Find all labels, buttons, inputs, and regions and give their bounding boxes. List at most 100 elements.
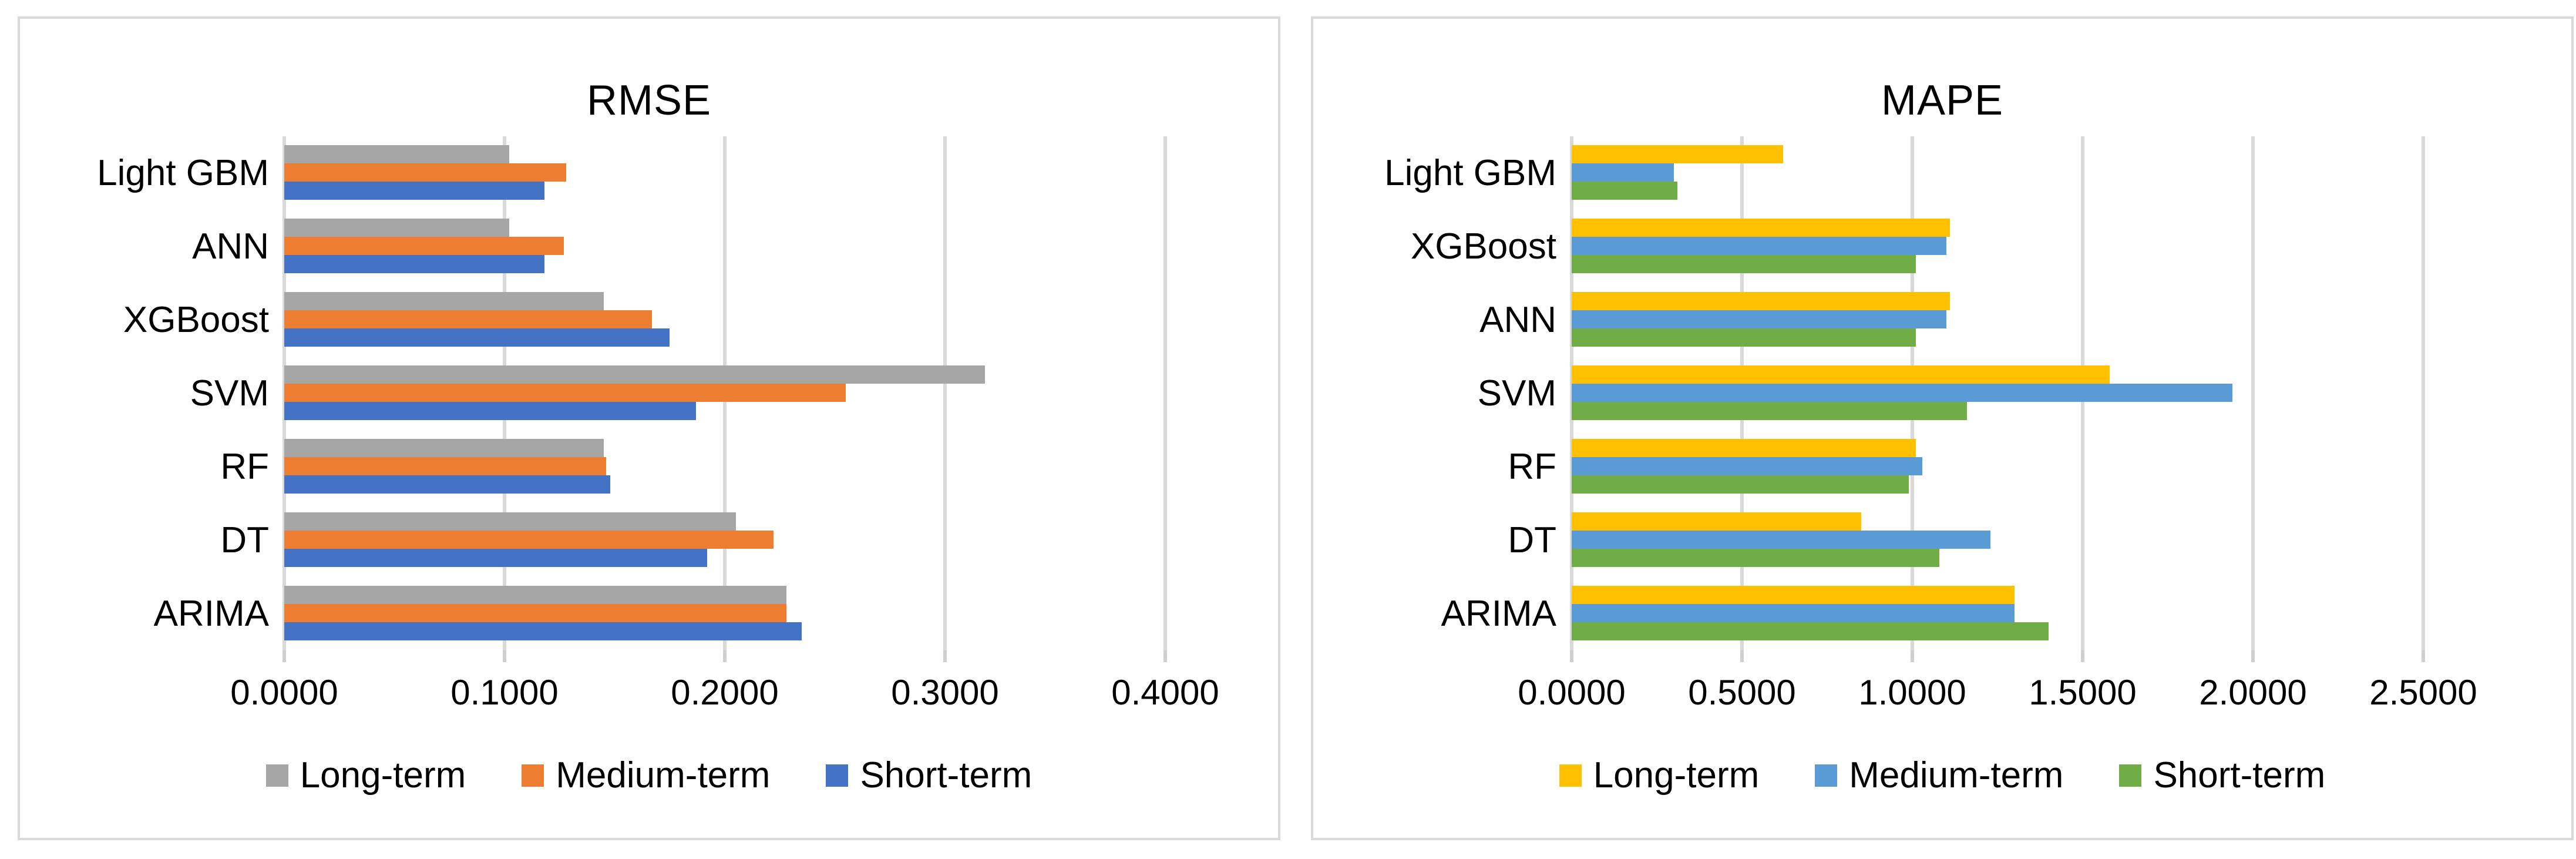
bar-medium-term-svm bbox=[284, 384, 846, 402]
x-axis-tick-label: 0.0000 bbox=[230, 673, 338, 712]
bar-long-term-dt bbox=[1572, 512, 1861, 531]
mape-chart-panel: MAPE Light GBM XGBoost ANN SVM RF DT ARIMA 0.0… bbox=[1311, 16, 2574, 840]
x-axis: 0.0000 0.1000 0.2000 0.3000 0.4000 bbox=[230, 672, 1219, 719]
bar-medium-term-xgboost bbox=[284, 310, 653, 328]
bar-medium-term-ann bbox=[284, 237, 564, 255]
bar-short-term-arima bbox=[284, 622, 802, 640]
legend-swatch bbox=[1815, 764, 1838, 787]
tick-mark bbox=[1163, 650, 1167, 662]
category-label: XGBoost bbox=[123, 300, 269, 340]
category-row-svm: SVM bbox=[190, 357, 1165, 430]
tick-mark bbox=[1570, 650, 1573, 662]
category-row-rf: RF bbox=[220, 430, 1165, 504]
x-axis-tick-label: 1.5000 bbox=[2029, 673, 2137, 712]
bar-short-term-svm bbox=[284, 402, 697, 420]
category-label: RF bbox=[220, 447, 269, 487]
tick-mark bbox=[2251, 650, 2255, 662]
legend-item-medium-term: Medium-term bbox=[522, 754, 770, 796]
bar-short-term-svm bbox=[1572, 402, 1967, 420]
bar-long-term-dt bbox=[284, 512, 736, 531]
bar-medium-term-rf bbox=[284, 457, 606, 475]
category-label: Light GBM bbox=[97, 153, 269, 193]
category-row-arima: ARIMA bbox=[154, 577, 1165, 650]
legend-label: Long-term bbox=[1593, 755, 1760, 796]
category-label: SVM bbox=[1477, 373, 1556, 414]
chart-title-mape: MAPE bbox=[1881, 77, 2004, 124]
legend-item-long-term: Long-term bbox=[265, 754, 466, 796]
bar-medium-term-xgboost bbox=[1572, 237, 1946, 255]
legend-label: Medium-term bbox=[1849, 755, 2064, 796]
bar-long-term-arima bbox=[284, 586, 786, 604]
plot-area: Light GBM XGBoost ANN SVM RF DT ARIMA bbox=[1384, 136, 2425, 662]
bar-long-term-svm bbox=[1572, 365, 2110, 384]
legend-label: Long-term bbox=[300, 755, 466, 796]
plot-area: Light GBM ANN XGBoost SVM RF DT ARIMA bbox=[97, 136, 1167, 662]
bar-long-term-ann bbox=[284, 219, 509, 237]
category-label: XGBoost bbox=[1410, 226, 1556, 267]
category-row-rf: RF bbox=[1508, 430, 2423, 504]
tick-mark bbox=[2422, 650, 2425, 662]
bar-medium-term-dt bbox=[284, 531, 774, 549]
bar-long-term-xgboost bbox=[284, 292, 604, 310]
legend: Long-term Medium-term Short-term bbox=[20, 754, 1278, 796]
category-row-xgboost: XGBoost bbox=[123, 283, 1165, 357]
tick-mark bbox=[503, 650, 506, 662]
x-axis-tick-label: 0.3000 bbox=[891, 673, 999, 712]
category-row-dt: DT bbox=[1508, 504, 2423, 577]
tick-mark bbox=[1740, 650, 1744, 662]
bar-long-term-xgboost bbox=[1572, 219, 1950, 237]
bar-short-term-dt bbox=[1572, 549, 1940, 567]
legend-swatch bbox=[265, 764, 288, 787]
bar-short-term-rf bbox=[284, 475, 610, 494]
bar-short-term-dt bbox=[284, 549, 707, 567]
bar-short-term-ann bbox=[1572, 328, 1916, 347]
x-axis-tick-label: 0.1000 bbox=[450, 673, 559, 712]
tick-mark bbox=[1911, 650, 1914, 662]
bar-medium-term-rf bbox=[1572, 457, 1923, 475]
bar-short-term-light-gbm bbox=[1572, 182, 1677, 200]
bar-medium-term-ann bbox=[1572, 310, 1946, 328]
legend-item-short-term: Short-term bbox=[826, 754, 1032, 796]
legend-label: Medium-term bbox=[556, 755, 771, 796]
legend-swatch bbox=[2119, 764, 2142, 787]
bar-long-term-rf bbox=[284, 439, 604, 457]
category-label: ANN bbox=[1479, 300, 1556, 340]
legend-swatch bbox=[1559, 764, 1582, 787]
category-row-xgboost: XGBoost bbox=[1411, 210, 2423, 283]
category-row-light-gbm: Light GBM bbox=[1384, 136, 2423, 210]
category-row-svm: SVM bbox=[1478, 357, 2423, 430]
category-row-arima: ARIMA bbox=[1441, 577, 2423, 650]
x-axis-tick-label: 0.2000 bbox=[671, 673, 779, 712]
category-row-ann: ANN bbox=[1479, 283, 2423, 357]
x-axis-tick-label: 1.0000 bbox=[1858, 673, 1966, 712]
bar-long-term-ann bbox=[1572, 292, 1950, 310]
bar-medium-term-arima bbox=[1572, 604, 2015, 622]
gridline bbox=[943, 136, 947, 650]
category-row-light-gbm: Light GBM bbox=[97, 136, 1165, 210]
tick-mark bbox=[723, 650, 727, 662]
x-axis-tick-label: 2.5000 bbox=[2369, 673, 2477, 712]
bar-medium-term-light-gbm bbox=[1572, 163, 1674, 182]
tick-mark bbox=[2081, 650, 2084, 662]
category-row-dt: DT bbox=[220, 504, 1165, 577]
bar-short-term-ann bbox=[284, 255, 544, 273]
chart-title-rmse: RMSE bbox=[586, 77, 712, 124]
x-axis: 0.0000 0.5000 1.0000 1.5000 2.0000 2.5000 bbox=[1518, 672, 2477, 719]
category-label: ARIMA bbox=[153, 593, 269, 634]
category-label: RF bbox=[1508, 447, 1556, 487]
bar-long-term-rf bbox=[1572, 439, 1916, 457]
bar-medium-term-light-gbm bbox=[284, 163, 566, 182]
category-label: ANN bbox=[192, 226, 269, 267]
x-axis-tick-label: 0.5000 bbox=[1688, 673, 1796, 712]
bar-short-term-xgboost bbox=[284, 328, 670, 347]
category-label: DT bbox=[1508, 520, 1556, 561]
category-label: ARIMA bbox=[1441, 593, 1556, 634]
legend-item-long-term: Long-term bbox=[1559, 754, 1760, 796]
bar-medium-term-svm bbox=[1572, 384, 2233, 402]
category-label: SVM bbox=[190, 373, 269, 414]
legend-label: Short-term bbox=[860, 755, 1033, 796]
gridline bbox=[2251, 136, 2255, 650]
bar-short-term-light-gbm bbox=[284, 182, 544, 200]
bar-long-term-svm bbox=[284, 365, 985, 384]
